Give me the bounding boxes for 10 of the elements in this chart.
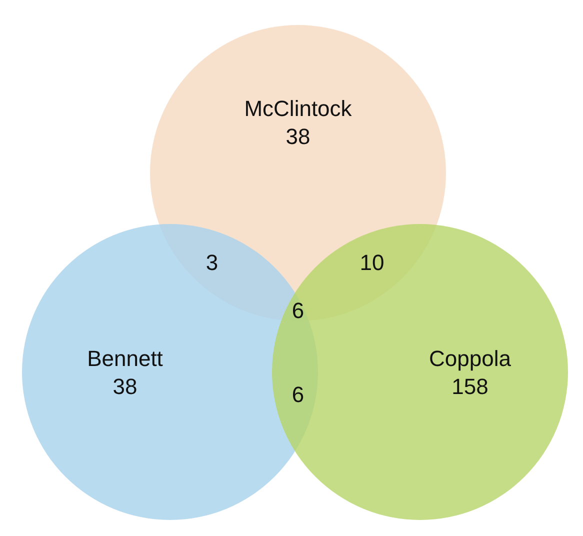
- data-label: 158: [452, 374, 488, 399]
- text: 6: [292, 382, 304, 407]
- series-label: Bennett: [87, 346, 163, 371]
- text: 6: [292, 298, 304, 323]
- text: 10: [360, 250, 384, 275]
- data-label: 38: [286, 124, 310, 149]
- series-label: McClintock: [244, 96, 353, 121]
- series-label: Coppola: [429, 346, 512, 371]
- data-label: 38: [112, 374, 138, 399]
- text: 3: [206, 250, 218, 275]
